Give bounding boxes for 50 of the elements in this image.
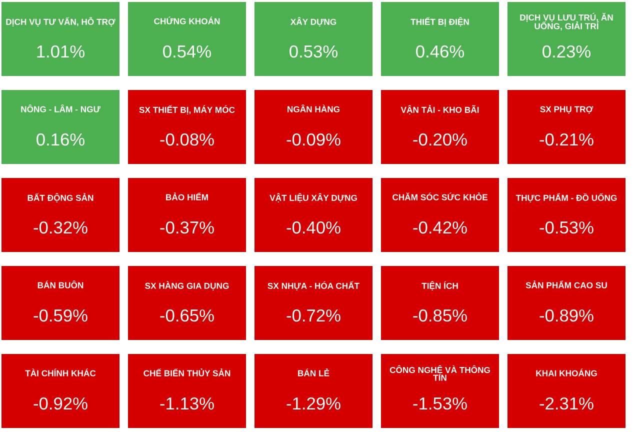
category-label: SX NHỰA - HÓA CHẤT (268, 281, 360, 290)
data-label: 0.16% (36, 133, 84, 146)
data-label: -0.32% (34, 221, 88, 234)
category-label: CHẾ BIẾN THỦY SẢN (144, 368, 230, 376)
data-label: -1.29% (286, 397, 340, 410)
data-label: -2.31% (540, 397, 594, 410)
category-label: BẢO HIỂM (166, 192, 208, 200)
data-label: -0.85% (413, 309, 467, 322)
category-label: NÔNG - LÂM - NGƯ (21, 104, 100, 112)
data-label: -0.20% (413, 133, 467, 146)
data-label: -0.72% (286, 309, 340, 322)
data-label: 0.23% (542, 45, 590, 58)
data-label: -0.92% (34, 397, 88, 410)
category-label: VẬT LIỆU XÂY DỰNG (270, 193, 357, 202)
category-label: CÔNG NGHỆ VÀ THÔNG TIN (390, 365, 490, 381)
category-label: TIỆN ÍCH (422, 281, 458, 290)
data-label: -0.37% (160, 221, 214, 234)
category-label: THỰC PHẨM - ĐỒ UỐNG (516, 193, 617, 202)
data-label: -0.59% (34, 309, 88, 322)
data-label: -0.53% (540, 221, 594, 234)
category-label: CHĂM SÓC SỨC KHỎE (392, 192, 488, 200)
data-label: -0.40% (286, 221, 340, 234)
data-label: -0.42% (413, 221, 467, 234)
category-label: SX THIẾT BỊ, MÁY MÓC (139, 105, 235, 114)
data-label: -0.21% (540, 133, 594, 146)
category-label: SX PHỤ TRỢ (540, 106, 594, 114)
category-label: BÁN BUÔN (38, 280, 84, 288)
category-label: DỊCH VỤ TƯ VẤN, HỖ TRỢ (6, 17, 116, 26)
data-label: -0.09% (286, 133, 340, 146)
category-label: SX HÀNG GIA DỤNG (145, 281, 229, 290)
data-label: 0.46% (416, 45, 464, 58)
category-label: XÂY DỰNG (290, 17, 336, 26)
data-label: -1.53% (413, 397, 467, 410)
category-label: BÁN LẺ (298, 368, 330, 376)
data-label: 0.53% (290, 45, 338, 58)
data-label: 1.01% (37, 45, 84, 58)
category-label: BẤT ĐỘNG SẢN (28, 193, 94, 202)
data-label: -1.13% (160, 397, 214, 410)
category-label: KHAI KHOÁNG (536, 368, 597, 376)
category-label: TÀI CHÍNH KHÁC (25, 368, 96, 376)
data-label: -0.89% (540, 309, 594, 322)
category-label: SẢN PHẨM CAO SU (526, 280, 607, 288)
data-label: -0.08% (160, 133, 214, 146)
category-label: THIẾT BỊ ĐIỆN (410, 17, 469, 26)
category-label: NGÂN HÀNG (288, 104, 340, 112)
data-label: -0.65% (160, 309, 214, 322)
category-label: VẬN TẢI - KHO BÃI (400, 105, 479, 114)
data-label: 0.54% (163, 45, 211, 58)
category-label: DỊCH VỤ LƯU TRÚ, ĂN UỐNG, GIẢI TRÍ (520, 12, 613, 30)
category-label: CHỨNG KHOÁN (154, 16, 220, 24)
